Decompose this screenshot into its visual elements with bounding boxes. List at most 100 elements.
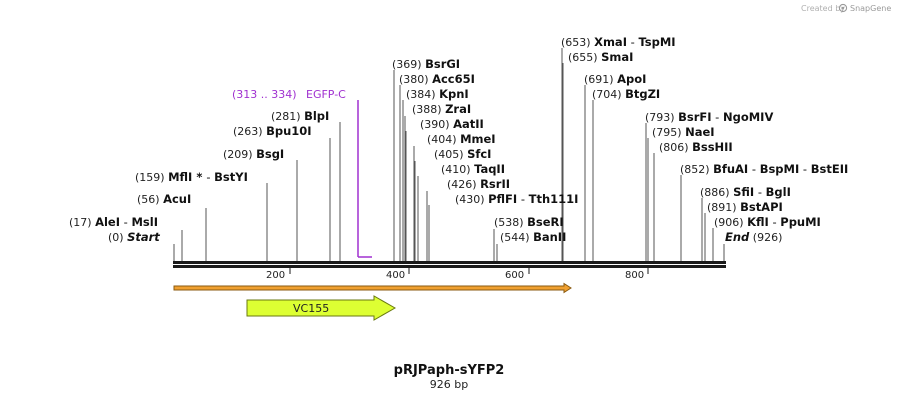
enzyme-name: SfiI — [733, 185, 754, 199]
enzyme-name: BglI — [766, 185, 791, 199]
enzyme-name: NgoMIV — [723, 110, 773, 124]
site-label-btgzi[interactable]: (704) BtgZI — [592, 87, 660, 101]
site-position: (159) — [135, 171, 168, 184]
enzyme-name: XmaI — [594, 35, 627, 49]
site-label-acc65i[interactable]: (380) Acc65I — [399, 72, 475, 86]
site-label-sfci[interactable]: (405) SfcI — [434, 147, 491, 161]
site-star-mark: * — [192, 170, 206, 184]
site-position: (410) — [441, 163, 474, 176]
site-position: (653) — [561, 36, 594, 49]
site-separator: - — [754, 185, 765, 199]
orf-feature[interactable] — [173, 282, 572, 294]
enzyme-name: BspMI — [760, 162, 800, 176]
site-label-end[interactable]: End (926) — [725, 230, 782, 244]
enzyme-name: BtgZI — [625, 87, 660, 101]
map-length: 926 bp — [430, 378, 468, 391]
map-title: pRJPaph-sYFP2 — [394, 363, 505, 378]
site-label-acui[interactable]: (56) AcuI — [137, 192, 191, 206]
site-position: (852) — [680, 163, 713, 176]
site-label-blpi[interactable]: (281) BlpI — [271, 109, 329, 123]
site-label-bsrgi[interactable]: (369) BsrGI — [392, 57, 460, 71]
enzyme-name: Bpu10I — [266, 124, 311, 138]
site-position: (704) — [592, 88, 625, 101]
site-position: (388) — [412, 103, 445, 116]
site-label-alei[interactable]: (17) AleI - MslI — [69, 215, 158, 229]
backbone-bottom-strand — [173, 265, 726, 268]
enzyme-name: Tth111I — [529, 192, 579, 206]
site-label-sfii[interactable]: (886) SfiI - BglI — [700, 185, 791, 199]
site-leader-lines — [173, 48, 725, 262]
orf-arrow[interactable] — [173, 282, 572, 294]
site-label-zrai[interactable]: (388) ZraI — [412, 102, 471, 116]
primer-name: EGFP-C — [306, 88, 346, 101]
site-separator: - — [120, 215, 131, 229]
site-separator: - — [206, 170, 214, 184]
enzyme-name: AatII — [453, 117, 484, 131]
site-position: (405) — [434, 148, 467, 161]
site-label-bfuai[interactable]: (852) BfuAI - BspMI - BstEII — [680, 162, 848, 176]
site-label-mfli[interactable]: (159) MflI * - BstYI — [135, 170, 248, 184]
site-position: (795) — [652, 126, 685, 139]
site-label-pflfi[interactable]: (430) PflFI - Tth111I — [455, 192, 578, 206]
site-label-bpu10i[interactable]: (263) Bpu10I — [233, 124, 312, 138]
site-label-bsgi[interactable]: (209) BsgI — [223, 147, 284, 161]
site-position: (926) — [749, 231, 782, 244]
site-label-smai[interactable]: (655) SmaI — [568, 50, 633, 64]
site-position: (404) — [427, 133, 460, 146]
enzyme-name: PpuMI — [780, 215, 821, 229]
site-position: (17) — [69, 216, 95, 229]
site-label-mmei[interactable]: (404) MmeI — [427, 132, 496, 146]
enzyme-name: BstYI — [214, 170, 248, 184]
site-separator: - — [517, 192, 528, 206]
primer-marker — [357, 100, 372, 258]
vc155-feature[interactable]: VC155 — [246, 295, 397, 321]
enzyme-name: SfcI — [467, 147, 491, 161]
site-label-kpni[interactable]: (384) KpnI — [406, 87, 469, 101]
site-label-naei[interactable]: (795) NaeI — [652, 125, 715, 139]
site-label-bsshii[interactable]: (806) BssHII — [659, 140, 733, 154]
tick-label-600: 600 — [505, 270, 524, 281]
enzyme-name: TspMI — [638, 35, 675, 49]
site-position: (390) — [420, 118, 453, 131]
site-label-taqii[interactable]: (410) TaqII — [441, 162, 505, 176]
site-position: (56) — [137, 193, 163, 206]
tick-label-400: 400 — [386, 270, 405, 281]
site-position: (426) — [447, 178, 480, 191]
site-label-xmai[interactable]: (653) XmaI - TspMI — [561, 35, 676, 49]
site-position: (886) — [700, 186, 733, 199]
site-position: (891) — [707, 201, 740, 214]
enzyme-name: BseRI — [527, 215, 564, 229]
site-label-apoi[interactable]: (691) ApoI — [584, 72, 646, 86]
site-position: (691) — [584, 73, 617, 86]
enzyme-name: BstAPI — [740, 200, 783, 214]
enzyme-name: BlpI — [304, 109, 329, 123]
tick-label-200: 200 — [266, 270, 285, 281]
enzyme-name: BstEII — [811, 162, 849, 176]
site-label-bstapi[interactable]: (891) BstAPI — [707, 200, 783, 214]
vc155-label: VC155 — [293, 302, 329, 315]
enzyme-name: BssHII — [692, 140, 733, 154]
site-position: (263) — [233, 125, 266, 138]
vc155-arrow[interactable] — [246, 295, 397, 321]
site-label-rsrii[interactable]: (426) RsrII — [447, 177, 510, 191]
site-label-bsrfi[interactable]: (793) BsrFI - NgoMIV — [645, 110, 773, 124]
site-separator: - — [712, 110, 723, 124]
site-label-aatii[interactable]: (390) AatII — [420, 117, 484, 131]
site-separator: - — [769, 215, 780, 229]
enzyme-name: SmaI — [601, 50, 633, 64]
enzyme-name: MflI — [168, 170, 192, 184]
enzyme-name: Start — [127, 230, 160, 244]
tick-label-800: 800 — [625, 270, 644, 281]
site-label-banii[interactable]: (544) BanII — [500, 230, 566, 244]
enzyme-name: MslI — [131, 215, 158, 229]
site-position: (655) — [568, 51, 601, 64]
site-label-bseri[interactable]: (538) BseRI — [494, 215, 564, 229]
sequence-backbone — [173, 261, 726, 268]
site-position: (430) — [455, 193, 488, 206]
enzyme-name: BfuAI — [713, 162, 748, 176]
site-label-kfli[interactable]: (906) KflI - PpuMI — [714, 215, 821, 229]
credit-brand: SnapGene — [850, 4, 891, 13]
enzyme-name: ZraI — [445, 102, 471, 116]
site-label-start[interactable]: (0) Start — [108, 230, 160, 244]
